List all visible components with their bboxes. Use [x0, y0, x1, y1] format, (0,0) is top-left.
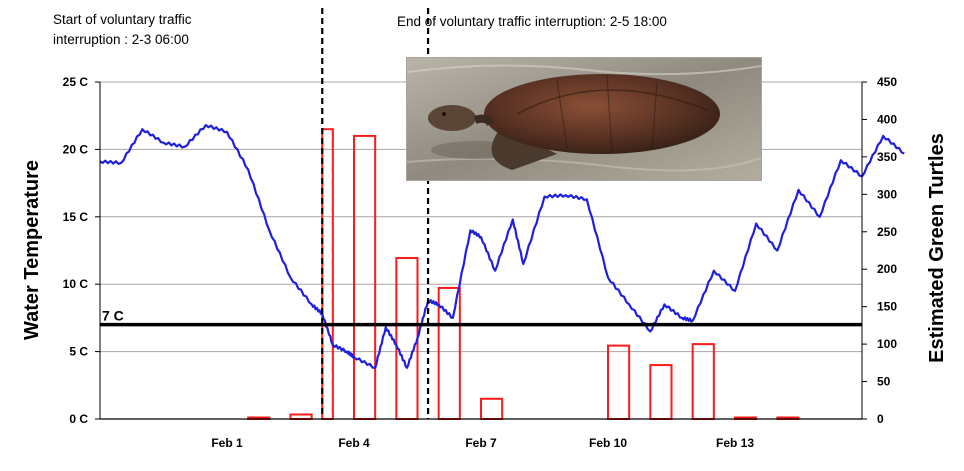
y-axis-right-label: Estimated Green Turtles [926, 133, 948, 363]
threshold-group: 7 C [100, 308, 862, 327]
interruption-lines [321, 8, 430, 419]
y-right-tick-label: 50 [877, 375, 891, 389]
y-right-tick-label: 450 [877, 75, 897, 89]
y-right-tick-label: 100 [877, 337, 897, 351]
turtle-bar [353, 134, 377, 420]
turtle-bar [289, 413, 313, 420]
x-tick-label: Feb 13 [716, 436, 754, 450]
x-tick-label: Feb 4 [338, 436, 370, 450]
y-right-tick-label: 400 [877, 112, 897, 126]
y-right-tick-label: 250 [877, 225, 897, 239]
y-right-tick-label: 350 [877, 150, 897, 164]
y-left-tick-label: 10 C [63, 277, 89, 291]
x-tick-label: Feb 7 [465, 436, 497, 450]
turtle-bar [649, 364, 673, 420]
temperature-series [99, 123, 905, 369]
y-right-tick-label: 300 [877, 187, 897, 201]
turtle-bar [607, 344, 631, 420]
green-turtle-photo [406, 57, 762, 181]
axes [95, 81, 867, 420]
annotation-end: End of voluntary traffic interruption: 2… [397, 14, 667, 29]
threshold-label: 7 C [102, 308, 124, 324]
y-left-tick-label: 15 C [63, 210, 89, 224]
y-axis-left-label: Water Temperature [21, 160, 43, 340]
y-left-tick-label: 0 C [69, 412, 88, 426]
x-tick-label: Feb 1 [211, 436, 243, 450]
turtle-bar [321, 128, 334, 420]
tick-labels: 0 C 5 C 10 C 15 C 20 C 25 C 0 50 100 150 200 250 300… [63, 75, 898, 450]
x-tick-label: Feb 10 [589, 436, 627, 450]
turtle-bar [691, 343, 715, 420]
temperature-line [99, 123, 905, 369]
y-left-tick-label: 5 C [69, 345, 88, 359]
y-right-tick-label: 200 [877, 262, 897, 276]
y-right-tick-label: 150 [877, 300, 897, 314]
turtle-bar [395, 256, 419, 420]
annotation-start: Start of voluntary traffic interruption … [53, 12, 192, 47]
y-left-tick-label: 20 C [63, 142, 89, 156]
y-left-tick-label: 25 C [63, 75, 89, 89]
turtle-bar [480, 397, 504, 420]
y-right-tick-label: 0 [877, 412, 884, 426]
